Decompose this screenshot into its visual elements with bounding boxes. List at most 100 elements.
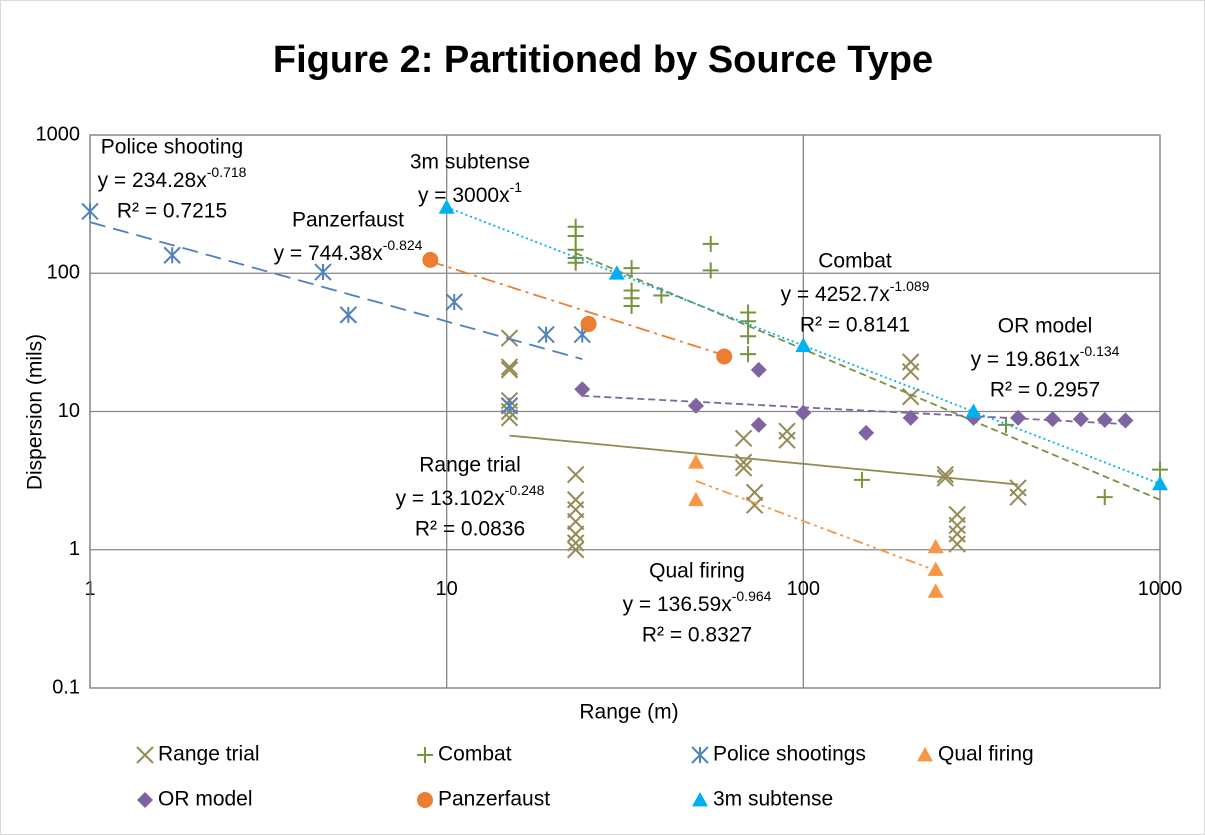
data-point	[936, 469, 954, 487]
equation-exponent: -0.248	[505, 482, 545, 498]
data-point	[163, 246, 181, 264]
equation-exponent: -0.964	[732, 588, 772, 604]
data-point	[566, 512, 585, 531]
data-point	[927, 583, 944, 598]
data-point	[858, 424, 875, 441]
data-point	[734, 459, 753, 477]
data-point	[1096, 411, 1113, 428]
legend-marker	[136, 746, 154, 764]
data-point	[750, 416, 767, 433]
data-point	[566, 525, 585, 543]
data-point	[948, 516, 966, 535]
chart-title: Figure 2: Partitioned by Source Type	[273, 39, 933, 81]
data-point	[438, 199, 455, 214]
trendline-label: OR model	[998, 315, 1093, 338]
data-point	[687, 397, 704, 414]
plot-border	[89, 134, 1161, 689]
equation-base: y = 234.28x	[98, 169, 208, 192]
trendline-r2: R² = 0.0836	[415, 518, 525, 541]
y-tick-label: 10	[58, 400, 80, 422]
equation-base: y = 13.102x	[396, 487, 506, 510]
legend-marker	[417, 792, 433, 808]
data-point	[965, 403, 982, 418]
legend-marker	[137, 792, 153, 808]
data-point	[1009, 488, 1027, 506]
trendline-r2: R² = 0.8141	[800, 314, 910, 337]
data-point	[927, 561, 944, 576]
data-point	[795, 337, 812, 352]
data-point	[1096, 489, 1113, 506]
data-point	[623, 260, 640, 277]
trendline-label: Panzerfaust	[292, 209, 404, 232]
y-axis-label: Dispersion (mils)	[24, 334, 47, 490]
legend-marker	[917, 747, 933, 762]
data-point	[702, 235, 719, 252]
legend-label: OR model	[158, 788, 253, 811]
trendline-equation: y = 136.59x-0.964	[623, 588, 772, 616]
equation-exponent: -0.718	[207, 164, 247, 180]
trendline	[695, 480, 937, 572]
data-point	[567, 254, 584, 271]
equation-base: y = 3000x	[418, 184, 510, 207]
trendline	[509, 434, 1019, 486]
trendline-equation: y = 19.861x-0.134	[971, 343, 1120, 371]
data-point	[778, 422, 796, 440]
data-point	[734, 429, 753, 448]
data-point	[500, 361, 519, 379]
equation-base: y = 19.861x	[971, 348, 1081, 371]
data-point	[1044, 411, 1061, 428]
trendline-r2: R² = 0.2957	[990, 379, 1100, 402]
equation-exponent: -1.089	[890, 278, 930, 294]
data-point	[687, 491, 704, 507]
data-point	[314, 263, 332, 281]
data-point	[81, 202, 99, 221]
data-point	[948, 535, 966, 553]
x-tick-label: 10	[436, 578, 458, 600]
equation-exponent: -0.824	[383, 237, 423, 253]
data-point	[740, 346, 757, 363]
data-point	[745, 496, 764, 514]
data-point	[566, 465, 585, 484]
data-point	[1152, 475, 1168, 491]
equation-base: y = 4252.7x	[781, 283, 891, 306]
data-point	[936, 465, 954, 484]
data-point	[745, 483, 764, 502]
data-point	[339, 306, 358, 324]
trendline-label: Range trial	[419, 454, 521, 477]
data-point	[740, 313, 757, 330]
trendline-label: Qual firing	[649, 560, 745, 583]
legend-marker	[417, 747, 433, 763]
x-axis-label: Range (m)	[579, 701, 678, 724]
data-point	[500, 358, 519, 376]
data-point	[1010, 409, 1027, 426]
data-point	[623, 297, 640, 314]
data-point	[687, 454, 704, 469]
y-tick-label: 1	[69, 538, 80, 560]
data-point	[740, 328, 757, 345]
legend-label: Range trial	[158, 743, 260, 766]
legend-label: 3m subtense	[713, 788, 833, 811]
trendline-equation: y = 744.38x-0.824	[274, 237, 423, 265]
data-point	[580, 315, 597, 332]
trendline-label: 3m subtense	[410, 151, 530, 174]
legend-label: Combat	[438, 743, 512, 766]
data-point	[567, 227, 584, 244]
equation-exponent: -0.134	[1080, 343, 1120, 359]
trendline	[582, 395, 1126, 425]
data-point	[608, 265, 625, 280]
data-point	[537, 325, 555, 344]
trendline	[575, 252, 1161, 501]
y-tick-label: 1000	[36, 123, 81, 145]
data-point	[750, 361, 767, 378]
data-point	[927, 538, 944, 554]
x-tick-label: 100	[787, 578, 820, 600]
data-point	[1152, 461, 1168, 478]
trendline-equation: y = 234.28x-0.718	[98, 164, 247, 192]
data-point	[1072, 411, 1089, 428]
data-point	[422, 251, 439, 268]
data-point	[734, 453, 753, 471]
equation-exponent: -1	[510, 179, 523, 195]
data-point	[566, 534, 585, 552]
data-point	[574, 381, 591, 398]
